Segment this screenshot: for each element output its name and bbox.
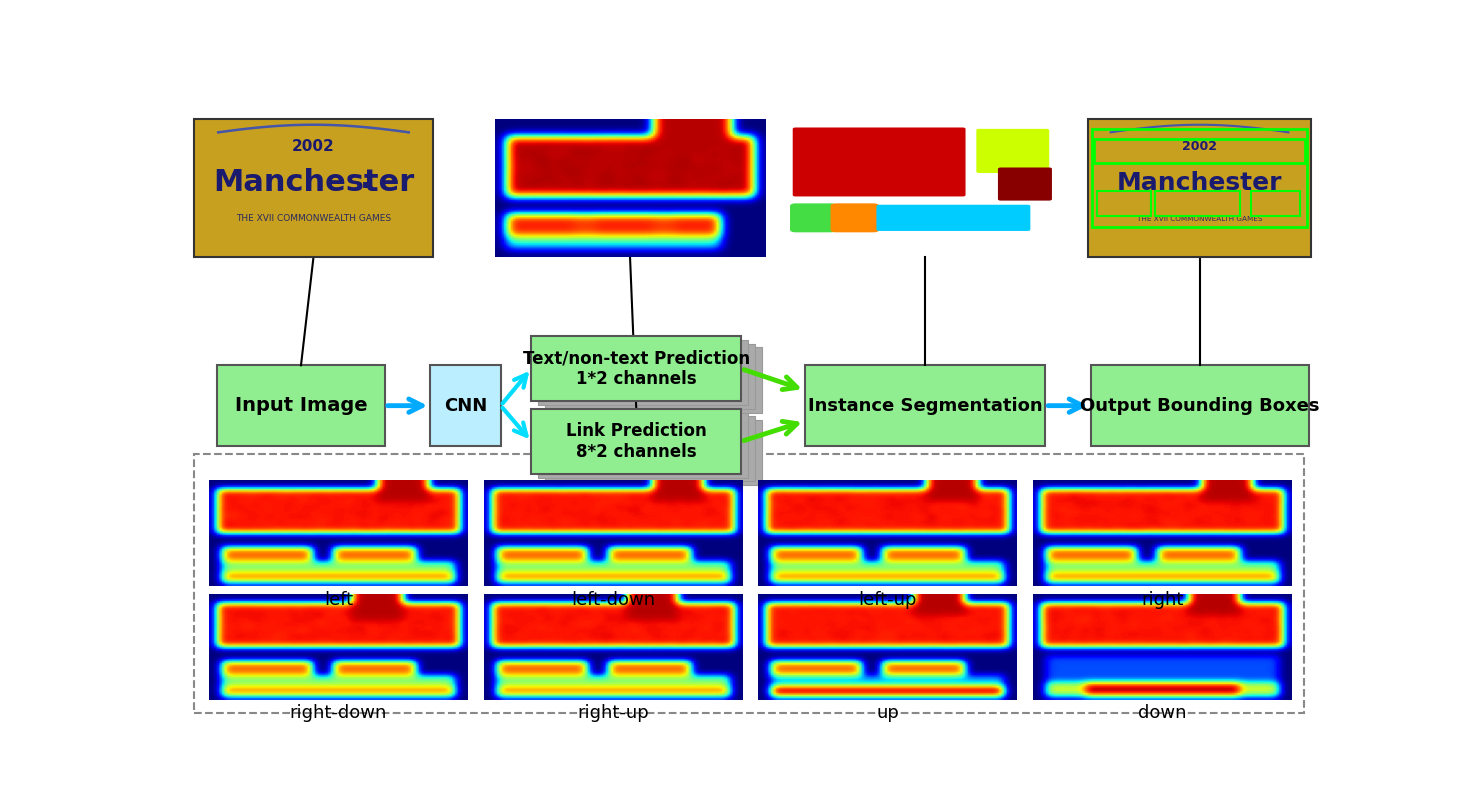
Bar [805,366,1045,446]
Text: 2002: 2002 [293,140,335,154]
Bar [1250,191,1300,215]
Text: right: right [1140,591,1183,608]
Bar [552,347,761,412]
Bar [531,409,741,474]
Bar [539,340,748,405]
Text: left-up: left-up [858,591,916,608]
Text: left: left [324,591,353,608]
Text: Output Bounding Boxes: Output Bounding Boxes [1080,397,1319,415]
Text: Link Prediction
8*2 channels: Link Prediction 8*2 channels [567,422,707,461]
Bar [1091,366,1309,446]
Bar [1098,191,1151,215]
Bar [552,420,761,485]
Text: Text/non-text Prediction
1*2 channels: Text/non-text Prediction 1*2 channels [523,349,750,388]
Text: Manchester: Manchester [212,168,414,197]
Text: Instance Segmentation: Instance Segmentation [808,397,1042,415]
Text: THE XVII COMMONWEALTH GAMES: THE XVII COMMONWEALTH GAMES [236,214,391,223]
Bar [195,119,433,257]
Text: 2002: 2002 [1181,140,1217,153]
Text: CNN: CNN [444,397,488,415]
Text: THE XVII COMMONWEALTH GAMES: THE XVII COMMONWEALTH GAMES [1138,215,1262,222]
Bar [1094,139,1304,163]
Bar [217,366,385,446]
Bar [430,366,501,446]
Text: left-down: left-down [571,591,654,608]
Text: down: down [1138,705,1186,722]
Bar [1088,119,1310,257]
Text: .: . [360,165,372,194]
Bar [1092,129,1307,227]
Bar [1155,191,1240,215]
Bar [195,454,1304,713]
Text: right-down: right-down [290,705,386,722]
Text: Input Image: Input Image [234,396,367,415]
Text: Manchester: Manchester [1117,170,1282,194]
Bar [545,344,755,409]
Bar [545,416,755,482]
Bar [531,336,741,401]
Text: up: up [875,705,899,722]
Bar [539,412,748,478]
Text: right-up: right-up [577,705,649,722]
